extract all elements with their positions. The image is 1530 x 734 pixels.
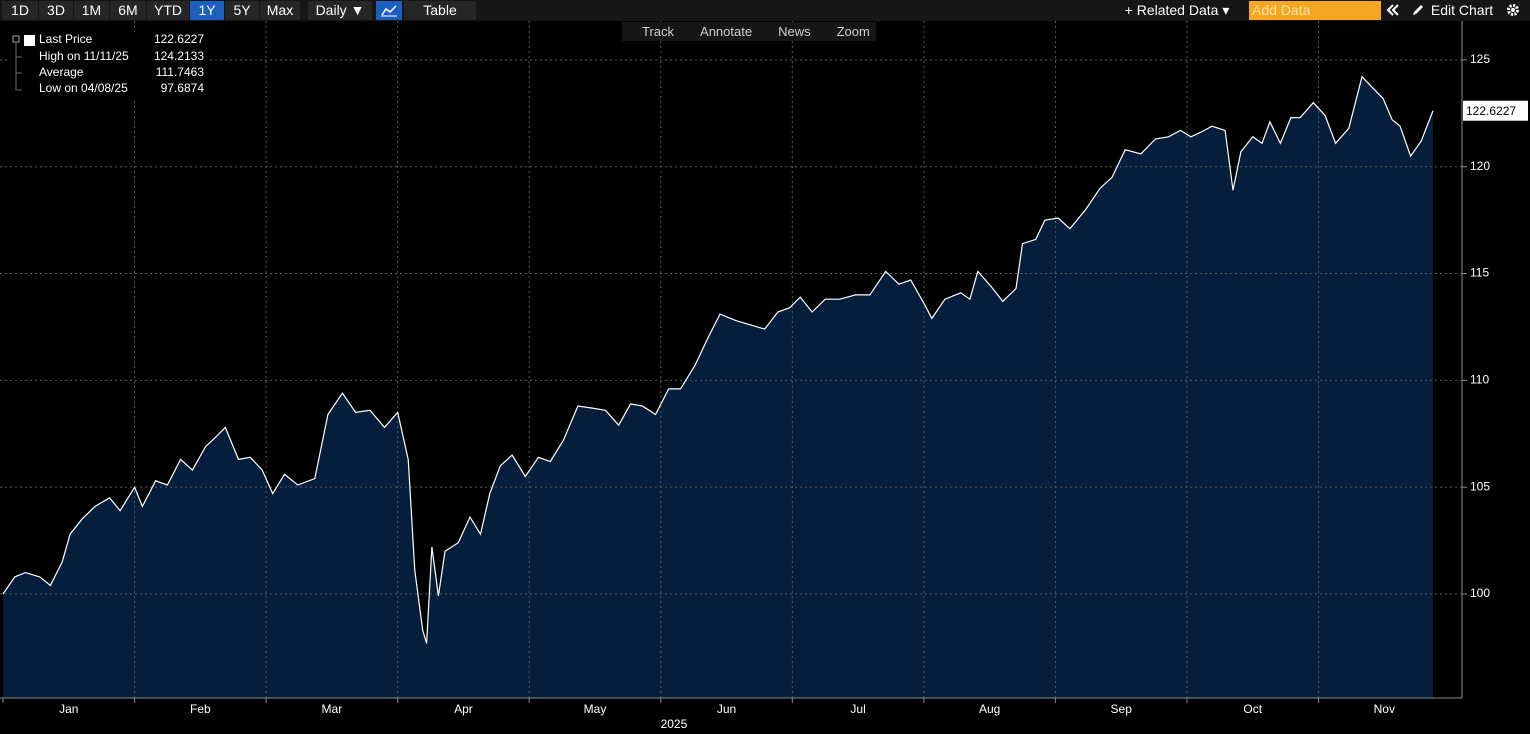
y-tick-label: 100 bbox=[1470, 586, 1490, 600]
y-tick-label: 105 bbox=[1470, 479, 1490, 493]
area bbox=[3, 76, 1433, 698]
period-button[interactable]: 6M bbox=[110, 1, 146, 20]
y-tick-label: 125 bbox=[1470, 52, 1490, 66]
toolbar: 1D 3D 1M 6M YTD 1Y 5Y Max Daily ▼ Table + Related … bbox=[0, 0, 1530, 21]
x-tick-label: Jun bbox=[717, 702, 736, 716]
related-data-button[interactable]: + Related Data ▾ bbox=[1113, 1, 1241, 20]
chart-tools: Track Annotate News Zoom bbox=[622, 22, 876, 41]
x-tick-label: Mar bbox=[322, 702, 343, 716]
legend-value: 97.6874 bbox=[161, 81, 205, 95]
y-tick-label: 110 bbox=[1470, 373, 1489, 387]
chart-tool[interactable]: Track bbox=[642, 24, 675, 39]
edit-chart-button[interactable]: Edit Chart bbox=[1426, 1, 1498, 20]
period-button[interactable]: Max bbox=[260, 1, 300, 20]
x-tick-label: Aug bbox=[979, 702, 1000, 716]
chart-tool[interactable]: Zoom bbox=[836, 24, 870, 39]
legend-label: Last Price bbox=[39, 32, 93, 46]
legend-label: Average bbox=[39, 65, 84, 79]
legend-label: Low on 04/08/25 bbox=[39, 81, 128, 95]
period-button[interactable]: 1M bbox=[74, 1, 109, 20]
legend: Last Price 122.6227 High on 11/11/25 124.21… bbox=[10, 32, 210, 98]
legend-swatch bbox=[24, 35, 35, 46]
x-tick-label: Feb bbox=[190, 702, 211, 716]
frequency-button[interactable]: Daily ▼ bbox=[308, 1, 372, 20]
period-button[interactable]: 3D bbox=[39, 1, 73, 20]
settings-icon[interactable] bbox=[1505, 2, 1521, 18]
period-button[interactable]: 1D bbox=[2, 1, 38, 20]
legend-background bbox=[10, 32, 210, 98]
x-tick-label: May bbox=[584, 702, 607, 716]
x-tick-label: Jul bbox=[850, 702, 865, 716]
legend-label: High on 11/11/25 bbox=[39, 49, 129, 63]
icon bbox=[381, 5, 397, 17]
last-price-tag bbox=[1463, 100, 1528, 121]
legend-tree bbox=[15, 42, 22, 91]
chart-tool[interactable]: Annotate bbox=[700, 24, 753, 39]
legend-value: 111.7463 bbox=[156, 65, 205, 79]
legend-value: 122.6227 bbox=[154, 32, 204, 46]
x-tick-label: Nov bbox=[1374, 702, 1395, 716]
chart-tool[interactable]: News bbox=[778, 24, 811, 39]
y-tick-label: 120 bbox=[1470, 159, 1490, 173]
table-button[interactable]: Table bbox=[404, 1, 476, 20]
x-tick-label: Apr bbox=[454, 702, 473, 716]
x-tick-label: Jan bbox=[59, 702, 78, 716]
x-axis-label: 2025 bbox=[661, 717, 688, 731]
x-tick-label: Oct bbox=[1243, 702, 1262, 716]
pencil-icon bbox=[1413, 5, 1423, 15]
legend-value: 124.2133 bbox=[154, 49, 204, 63]
y-tick-label: 115 bbox=[1470, 266, 1489, 280]
price-line bbox=[2, 75, 1434, 644]
last-price-label: 122.6227 bbox=[1466, 104, 1516, 118]
collapse-icon[interactable] bbox=[1386, 3, 1400, 17]
add-data-input[interactable]: Add Data bbox=[1249, 1, 1381, 20]
period-button[interactable]: YTD bbox=[147, 1, 189, 20]
chart-type-button[interactable] bbox=[376, 1, 402, 20]
period-button[interactable]: 1Y bbox=[190, 1, 224, 20]
period-button[interactable]: 5Y bbox=[225, 1, 259, 20]
x-tick-label: Sep bbox=[1111, 702, 1133, 716]
